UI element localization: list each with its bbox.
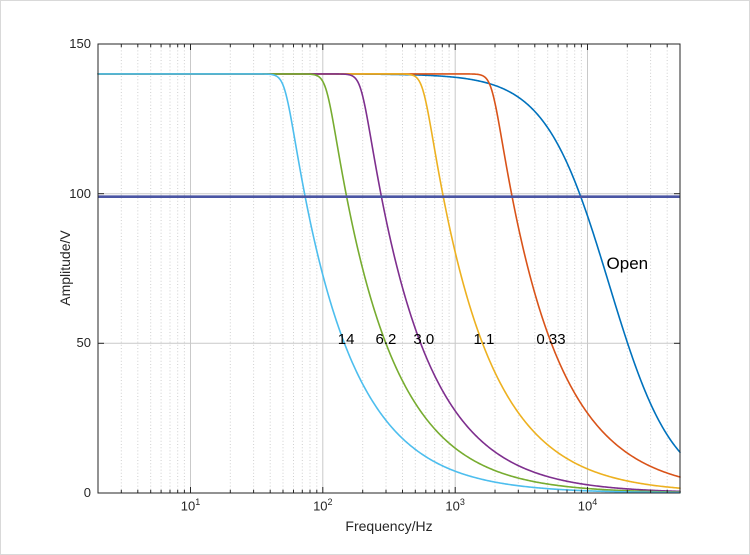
plot-border <box>97 43 681 494</box>
major-gridlines <box>98 44 680 493</box>
curve-3-0 <box>97 73 681 493</box>
y-tick-label-50: 50 <box>76 335 91 351</box>
curve-14 <box>97 73 681 494</box>
x-tick-label-10e4: 104 <box>577 497 598 514</box>
x-tick-label-10e1: 101 <box>180 497 201 514</box>
curve-label-3-0: 3.0 <box>413 331 435 349</box>
curves <box>97 73 681 494</box>
curve-label-14: 14 <box>337 331 355 349</box>
y-tick-label-150: 150 <box>69 36 91 51</box>
x-tick-label-10e2: 102 <box>313 497 333 514</box>
y-tick-label-100: 100 <box>69 185 91 201</box>
curve-1-1 <box>97 73 681 489</box>
curve-0-33 <box>97 73 681 478</box>
curve-label-1-1: 1.1 <box>473 331 495 349</box>
x-axis-title: Frequency/Hz <box>345 518 433 534</box>
curve-label-0-33: 0.33 <box>536 331 566 349</box>
x-tick-label-10e3: 103 <box>445 497 465 514</box>
curve-label-6-2: 6.2 <box>375 331 397 349</box>
curve-label-open: Open <box>606 253 649 273</box>
y-tick-label-0: 0 <box>83 485 91 500</box>
curve-6-2 <box>97 73 681 493</box>
